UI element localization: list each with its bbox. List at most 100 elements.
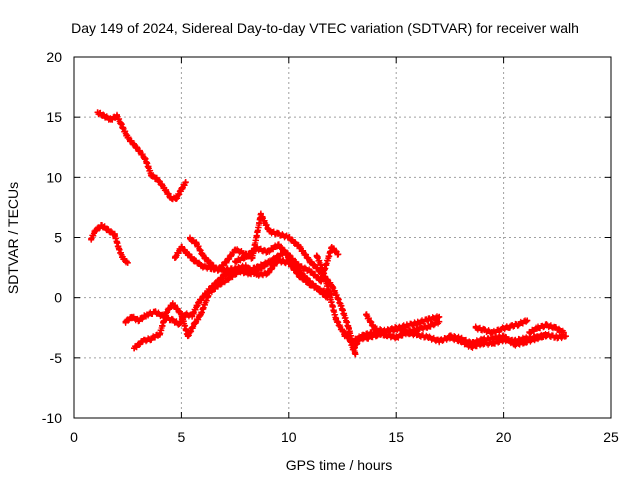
data-point <box>382 328 389 335</box>
data-point <box>524 317 531 324</box>
data-point <box>148 335 155 342</box>
data-point <box>307 281 314 288</box>
data-point <box>156 330 163 337</box>
data-point <box>101 112 108 119</box>
data-point <box>184 333 191 340</box>
data-point <box>169 317 176 324</box>
data-point <box>320 268 327 275</box>
data-point <box>339 328 346 335</box>
data-point <box>199 252 206 259</box>
data-point <box>148 171 155 178</box>
data-point <box>186 235 193 242</box>
data-point <box>206 259 213 266</box>
data-point <box>468 340 475 347</box>
data-point <box>285 252 292 259</box>
data-point <box>124 134 131 141</box>
data-point <box>257 211 264 218</box>
data-point <box>307 268 314 275</box>
data-point <box>436 337 443 344</box>
data-point <box>253 271 260 278</box>
x-tick-label-5: 5 <box>178 429 186 445</box>
data-point <box>543 322 550 329</box>
data-point <box>242 263 249 270</box>
data-point <box>403 329 410 336</box>
x-tick-label-20: 20 <box>496 429 512 445</box>
data-point <box>232 246 239 253</box>
data-point <box>214 282 221 289</box>
data-point <box>139 337 146 344</box>
data-point <box>507 323 514 330</box>
data-point <box>307 258 314 265</box>
data-point <box>498 325 505 332</box>
data-point <box>232 258 239 265</box>
data-point <box>345 325 352 332</box>
data-point <box>173 195 180 202</box>
data-point <box>120 256 127 263</box>
data-point <box>352 351 359 358</box>
data-point <box>436 318 443 325</box>
data-point <box>88 235 95 242</box>
series-track-12 <box>472 317 531 337</box>
data-point <box>111 232 118 239</box>
y-tick-label--5: -5 <box>50 350 63 366</box>
data-point <box>534 324 541 331</box>
data-point <box>296 263 303 270</box>
data-point <box>191 321 198 328</box>
data-point <box>562 333 569 340</box>
data-point <box>350 346 357 353</box>
data-point <box>481 327 488 334</box>
series-track-13 <box>526 321 567 337</box>
data-point <box>522 339 529 346</box>
data-point <box>328 244 335 251</box>
data-point <box>131 345 138 352</box>
data-point <box>264 248 271 255</box>
data-point <box>178 244 185 251</box>
series-track-7 <box>232 241 342 285</box>
data-point <box>206 289 213 296</box>
data-point <box>242 253 249 260</box>
y-tick-label-5: 5 <box>54 230 62 246</box>
data-point <box>144 311 151 318</box>
data-point <box>335 251 342 258</box>
data-point <box>552 324 559 331</box>
data-point <box>184 251 191 258</box>
data-point <box>318 277 325 284</box>
data-point <box>285 259 292 266</box>
data-point <box>122 318 129 325</box>
data-point <box>169 300 176 307</box>
data-point <box>163 309 170 316</box>
data-point <box>167 194 174 201</box>
data-point <box>253 245 260 252</box>
data-point <box>189 312 196 319</box>
data-point <box>113 112 120 119</box>
data-point <box>425 334 432 341</box>
data-point <box>543 331 550 338</box>
data-point <box>94 109 101 116</box>
data-point <box>446 333 453 340</box>
data-point <box>178 186 185 193</box>
data-point <box>92 227 99 234</box>
data-point <box>275 241 282 248</box>
data-point <box>500 333 507 340</box>
data-point <box>128 313 135 320</box>
data-point <box>296 244 303 251</box>
data-point <box>178 311 185 318</box>
data-point <box>479 336 486 343</box>
data-point <box>171 254 178 261</box>
data-point <box>489 329 496 336</box>
x-tick-label-25: 25 <box>603 429 619 445</box>
data-point <box>197 311 204 318</box>
data-point <box>515 321 522 328</box>
data-point <box>161 185 168 192</box>
data-point <box>333 316 340 323</box>
data-point <box>414 325 421 332</box>
data-point <box>124 259 131 266</box>
data-point <box>337 300 344 307</box>
data-point <box>98 222 105 229</box>
y-tick-label-0: 0 <box>54 290 62 306</box>
data-point <box>221 266 228 273</box>
y-axis-title: SDTVAR / TECUs <box>5 182 21 294</box>
data-point <box>350 337 357 344</box>
data-point <box>107 116 114 123</box>
